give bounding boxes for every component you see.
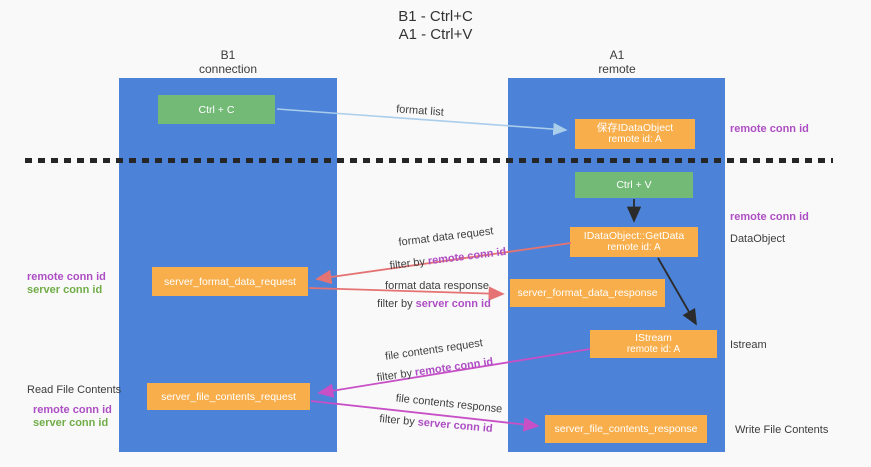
write-file-contents-label: Write File Contents	[735, 424, 829, 436]
istream-box: IStream remote id: A	[590, 330, 717, 358]
server-file-contents-response-label: server_file_contents_response	[554, 423, 698, 435]
istream-remote-id: remote id: A	[626, 344, 681, 355]
server-format-data-request-box: server_format_data_request	[152, 267, 308, 296]
dataobject-label: DataObject	[730, 233, 786, 245]
diagram-title: B1 - Ctrl+C A1 - Ctrl+V	[0, 8, 871, 44]
left-server-conn-id-label-1: server conn id	[27, 284, 103, 296]
getdata-title: IDataObject::GetData	[583, 230, 685, 242]
left-column-role: connection	[198, 62, 258, 76]
filter-by-server-conn-id-label-1: filter by server conn id	[377, 298, 491, 310]
istream-title: IStream	[635, 332, 672, 344]
right-remote-conn-id-label-1: remote conn id	[730, 123, 809, 135]
format-data-response-label: format data response	[385, 280, 489, 292]
save-idataobject-title: 保存IDataObject	[596, 122, 674, 134]
left-remote-conn-id-label-2: remote conn id	[33, 404, 112, 416]
filter-by-text: filter by	[376, 367, 413, 385]
server-file-contents-request-box: server_file_contents_request	[147, 383, 310, 410]
format-data-request-label: format data request	[397, 225, 495, 249]
filter-by-remote-conn-id-label-1: filter by remote conn id	[389, 246, 507, 272]
file-contents-response-label: file contents response	[395, 392, 503, 416]
ctrl-v-label: Ctrl + V	[616, 179, 652, 191]
ctrl-c-label: Ctrl + C	[198, 103, 235, 116]
filter-by-server-conn-id-label-2: filter by server conn id	[379, 413, 493, 435]
istream-side-label: Istream	[730, 339, 767, 351]
title-line-2: A1 - Ctrl+V	[398, 26, 473, 43]
left-remote-conn-id-label-1: remote conn id	[27, 271, 106, 283]
filter-by-text: filter by	[389, 255, 426, 273]
title-line-1: B1 - Ctrl+C	[398, 8, 473, 25]
right-column-header: A1 remote	[557, 48, 677, 76]
idataobject-getdata-box: IDataObject::GetData remote id: A	[570, 227, 698, 257]
filter-by-text: filter by	[377, 298, 413, 310]
save-idataobject-box: 保存IDataObject remote id: A	[575, 119, 695, 149]
filter-by-text: filter by	[378, 413, 416, 429]
read-file-contents-label: Read File Contents	[27, 384, 122, 396]
server-conn-id-text: server conn id	[415, 298, 491, 310]
copy-paste-separator-line	[25, 158, 833, 163]
server-format-data-request-label: server_format_data_request	[164, 275, 296, 288]
right-column-role: remote	[598, 62, 636, 76]
left-column-name: B1	[220, 48, 236, 62]
left-column-header: B1 connection	[168, 48, 288, 76]
getdata-remote-id: remote id: A	[607, 242, 661, 253]
server-file-contents-request-label: server_file_contents_request	[161, 390, 296, 403]
remote-conn-id-text: remote conn id	[427, 245, 507, 268]
server-format-data-response-box: server_format_data_response	[510, 279, 665, 307]
server-conn-id-text: server conn id	[417, 416, 494, 435]
server-format-data-response-label: server_format_data_response	[517, 287, 658, 299]
ctrl-c-box: Ctrl + C	[158, 95, 275, 124]
server-file-contents-response-box: server_file_contents_response	[545, 415, 707, 443]
save-idataobject-remote-id: remote id: A	[608, 134, 662, 145]
left-server-conn-id-label-2: server conn id	[33, 417, 109, 429]
right-remote-conn-id-label-2: remote conn id	[730, 211, 809, 223]
remote-conn-id-text: remote conn id	[414, 355, 494, 379]
ctrl-v-box: Ctrl + V	[575, 172, 693, 198]
right-column-name: A1	[609, 48, 625, 62]
format-list-label: format list	[395, 103, 445, 119]
